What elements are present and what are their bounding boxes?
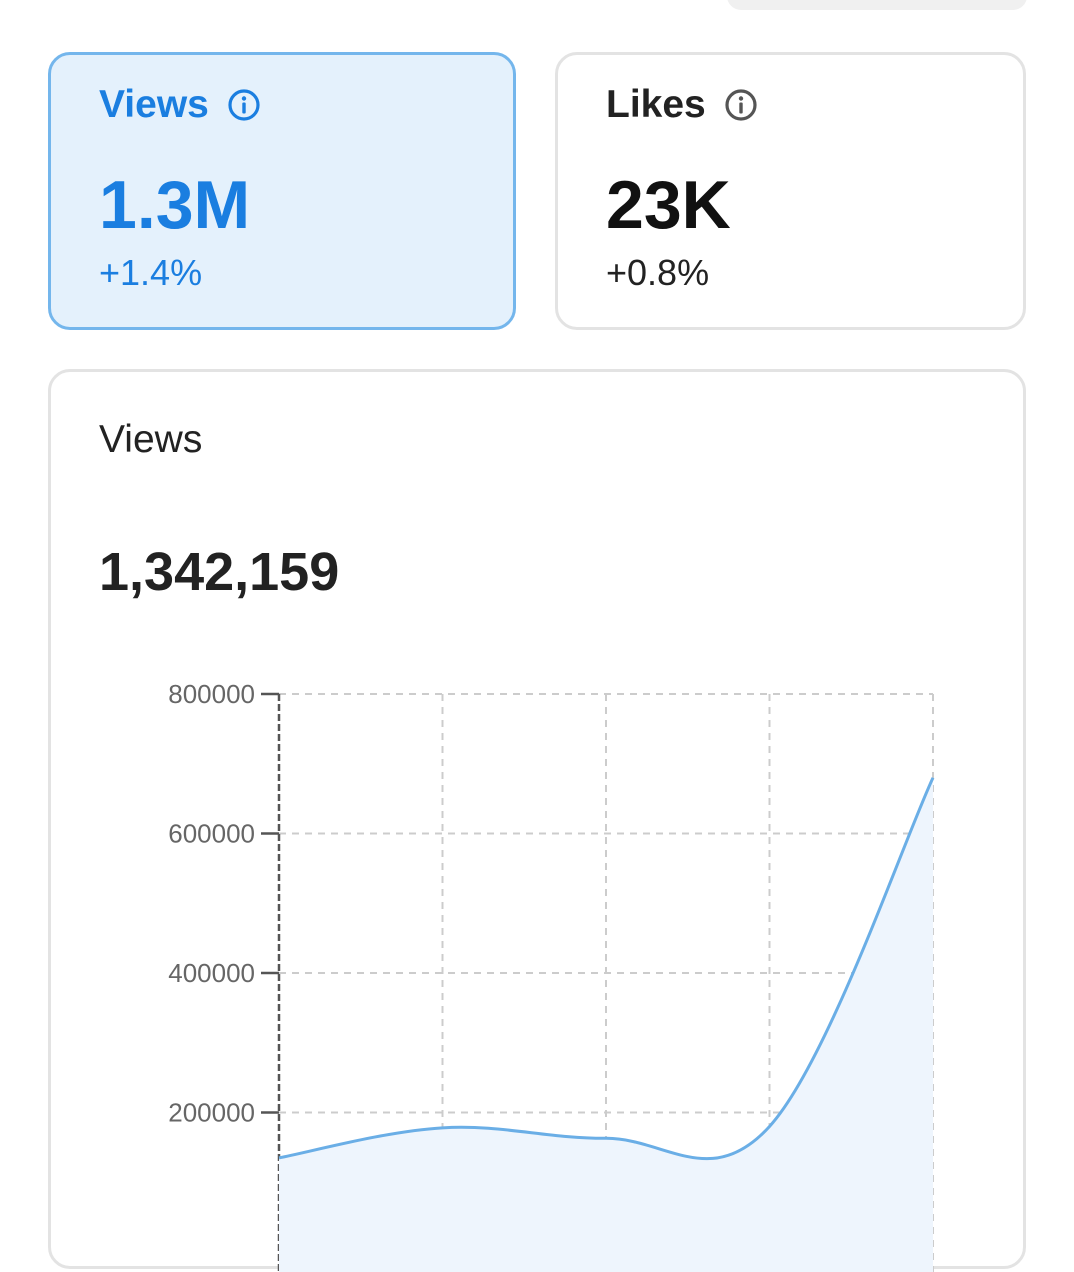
y-tick-label: 800000: [168, 679, 255, 709]
views-value: 1.3M: [99, 167, 250, 243]
likes-value: 23K: [606, 167, 731, 243]
views-stat-card[interactable]: Views 1.3M +1.4%: [48, 52, 516, 330]
likes-stat-card[interactable]: Likes 23K +0.8%: [555, 52, 1026, 330]
likes-card-title: Likes: [606, 81, 706, 129]
y-tick-label: 200000: [168, 1098, 255, 1128]
info-icon[interactable]: [724, 88, 758, 122]
views-line-chart: 800000 600000 400000 200000: [51, 372, 1029, 1272]
views-change: +1.4%: [99, 251, 202, 295]
y-tick-label: 400000: [168, 958, 255, 988]
info-icon[interactable]: [227, 88, 261, 122]
views-card-title: Views: [99, 81, 209, 129]
top-selector-pill[interactable]: [727, 0, 1027, 10]
y-tick-label: 600000: [168, 819, 255, 849]
likes-change: +0.8%: [606, 251, 709, 295]
